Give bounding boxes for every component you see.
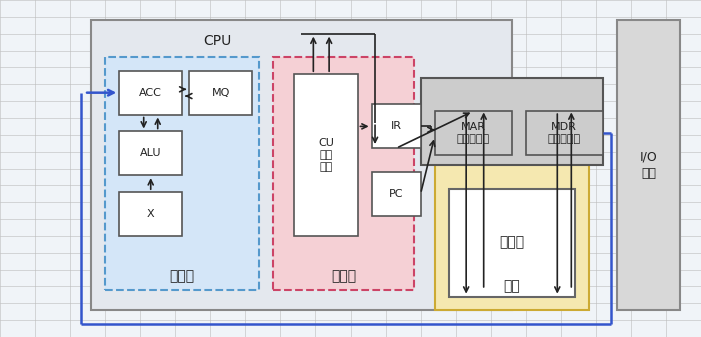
Text: 内存: 内存	[503, 279, 520, 294]
Bar	[294, 74, 358, 236]
Text: IR: IR	[390, 121, 402, 131]
Text: 控制器: 控制器	[331, 269, 356, 283]
Bar	[421, 78, 603, 165]
Text: ACC: ACC	[139, 88, 162, 98]
Bar	[526, 111, 603, 155]
Bar	[189, 71, 252, 115]
Text: MDR
数据寄存器: MDR 数据寄存器	[547, 122, 581, 144]
Text: MQ: MQ	[212, 88, 230, 98]
Bar	[617, 20, 680, 310]
Bar	[119, 131, 182, 175]
Text: PC: PC	[389, 189, 403, 199]
Bar	[273, 57, 414, 290]
Bar	[449, 189, 575, 297]
Text: MAR
地址寄存器: MAR 地址寄存器	[456, 122, 490, 144]
Bar	[119, 71, 182, 115]
Text: X: X	[147, 209, 154, 219]
Bar	[372, 172, 421, 216]
Text: 存储体: 存储体	[499, 236, 524, 250]
Bar	[105, 57, 259, 290]
Text: I/O
设备: I/O 设备	[639, 151, 658, 180]
Bar	[372, 104, 421, 148]
Bar	[91, 20, 512, 310]
Text: CU
控制
单元: CU 控制 单元	[318, 137, 334, 173]
Bar	[435, 108, 589, 310]
Text: CPU: CPU	[203, 34, 231, 48]
Bar	[435, 111, 512, 155]
Text: 运算器: 运算器	[170, 269, 195, 283]
Bar	[119, 192, 182, 236]
Text: ALU: ALU	[140, 148, 161, 158]
